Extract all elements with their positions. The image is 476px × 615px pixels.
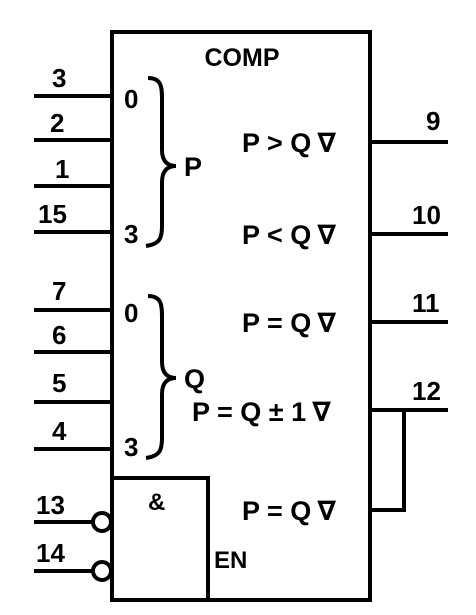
p-group-label: P [184,152,202,182]
open-collector-icon: ∇ [317,220,336,250]
p-brace [145,76,177,248]
and-symbol: & [148,489,165,516]
pin-number-10: 10 [412,200,441,230]
pin-number-q2: 5 [52,368,66,398]
output-label-lt: P < Q ∇ [242,220,336,250]
pin-number-q3: 4 [52,416,67,446]
inversion-bubble-14 [91,560,113,582]
pin-number-14: 14 [36,538,65,568]
enable-label: EN [214,547,247,574]
q-group-label: Q [184,364,205,394]
pin-number-p2: 1 [55,154,69,184]
pin-number-13: 13 [36,490,65,520]
open-collector-icon: ∇ [317,496,336,526]
pin-number-9: 9 [426,106,440,136]
open-collector-icon: ∇ [312,397,331,427]
q-bit-high-label: 3 [124,432,138,462]
open-collector-icon: ∇ [317,128,336,158]
output-link-wire [370,410,406,512]
pin-number-12: 12 [412,376,441,406]
pin-number-p1: 2 [50,108,64,138]
p-bit-high-label: 3 [124,219,138,249]
pin-number-q0: 7 [52,276,66,306]
chip-title: COMP [205,44,280,72]
open-collector-icon: ∇ [317,308,336,338]
output-label-eq-pm1: P = Q ± 1 ∇ [192,397,331,427]
pin-number-q1: 6 [52,320,66,350]
inversion-bubble-13 [91,511,113,533]
output-label-eq-enabled: P = Q ∇ [242,496,336,526]
output-label-gt: P > Q ∇ [242,128,336,158]
p-bit-low-label: 0 [124,84,138,114]
pin-number-p3: 15 [38,199,67,229]
comparator-box [110,30,372,602]
pin-number-p0: 3 [52,63,66,93]
q-bit-low-label: 0 [124,298,138,328]
q-brace [145,294,177,460]
and-block-border [112,476,210,600]
pin-number-11: 11 [412,288,440,318]
output-label-eq: P = Q ∇ [242,308,336,338]
